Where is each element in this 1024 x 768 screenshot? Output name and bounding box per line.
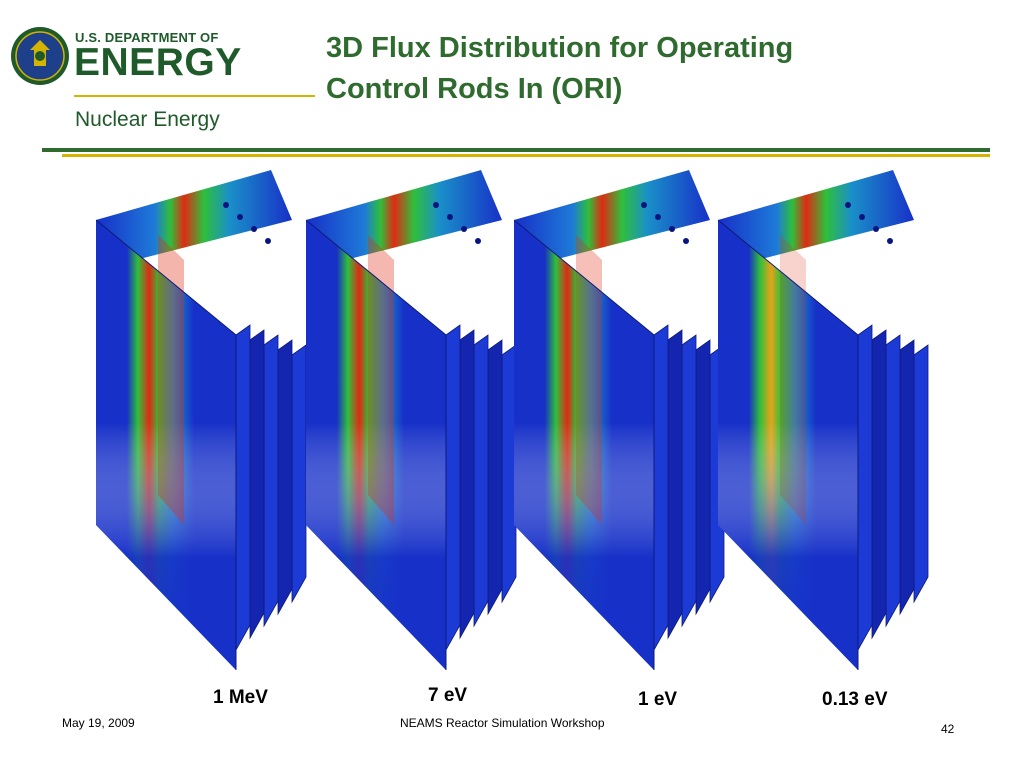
flux-block-svg xyxy=(514,170,725,670)
flux-top-face xyxy=(96,170,292,265)
control-rod-dot xyxy=(873,226,879,232)
flux-front-shade xyxy=(514,220,654,670)
energy-label-1ev: 1 eV xyxy=(638,689,678,710)
office-name: Nuclear Energy xyxy=(75,108,220,131)
flux-edge xyxy=(718,219,859,670)
flux-hot-band xyxy=(368,235,394,525)
flux-edge xyxy=(306,219,447,670)
flux-slab xyxy=(857,324,873,652)
flux-slab xyxy=(913,344,929,604)
control-rod-dot xyxy=(655,214,661,220)
flux-slab xyxy=(487,339,503,616)
header-rule-green xyxy=(42,148,990,152)
footer-event: NEAMS Reactor Simulation Workshop xyxy=(400,716,605,730)
flux-panel-1mev xyxy=(96,165,308,670)
flux-slab xyxy=(473,334,489,628)
flux-top-face xyxy=(514,170,710,265)
flux-top-face xyxy=(718,170,914,265)
control-rod-dot xyxy=(475,238,481,244)
slide-title-line-2: Control Rods In (ORI) xyxy=(326,73,623,105)
flux-front-shade xyxy=(306,220,446,670)
energy-label-1mev: 1 MeV xyxy=(213,687,268,708)
flux-panel-1ev xyxy=(514,165,726,670)
control-rod-dot xyxy=(683,238,689,244)
flux-hot-band xyxy=(780,235,806,525)
control-rod-dot xyxy=(447,214,453,220)
control-rod-dot xyxy=(845,202,851,208)
flux-slab xyxy=(681,334,697,628)
header-rule-yellow xyxy=(62,154,990,157)
flux-edge xyxy=(96,219,237,670)
energy-label-0-13ev: 0.13 eV xyxy=(822,689,888,710)
slide-title-line-1: 3D Flux Distribution for Operating xyxy=(326,32,794,64)
control-rod-dot xyxy=(461,226,467,232)
control-rod-dot xyxy=(859,214,865,220)
slide-title: 3D Flux Distribution for Operating Contr… xyxy=(326,28,976,110)
flux-slab xyxy=(667,329,683,640)
flux-slab xyxy=(249,329,265,640)
flux-slab xyxy=(899,339,915,616)
control-rod-dot xyxy=(433,202,439,208)
control-rod-dot xyxy=(887,238,893,244)
flux-hot-band xyxy=(576,235,602,525)
flux-slab xyxy=(291,344,307,604)
energy-label-7ev: 7 eV xyxy=(428,685,468,706)
flux-slab xyxy=(445,324,461,652)
page-number: 42 xyxy=(941,722,955,736)
control-rod-dot xyxy=(265,238,271,244)
flux-block-svg xyxy=(96,170,307,670)
logo-divider xyxy=(74,95,315,97)
flux-slab xyxy=(263,334,279,628)
flux-edge xyxy=(514,219,655,670)
control-rod-dot xyxy=(641,202,647,208)
flux-hot-band xyxy=(158,235,184,525)
flux-slab xyxy=(871,329,887,640)
flux-slab xyxy=(459,329,475,640)
flux-top-face xyxy=(306,170,502,265)
control-rod-dot xyxy=(223,202,229,208)
flux-slab xyxy=(653,324,669,652)
doe-seal-icon xyxy=(11,27,69,85)
flux-block-svg xyxy=(718,170,929,670)
agency-name-big: ENERGY xyxy=(74,41,242,84)
control-rod-dot xyxy=(237,214,243,220)
flux-front-shade xyxy=(96,220,236,670)
flux-front-shade xyxy=(718,220,858,670)
flux-slab xyxy=(235,324,251,652)
flux-slab xyxy=(695,339,711,616)
flux-block-svg xyxy=(306,170,517,670)
flux-panel-7ev xyxy=(306,165,518,670)
flux-panel-0-13ev xyxy=(718,165,930,670)
agency-name-small: U.S. DEPARTMENT OF xyxy=(75,30,219,45)
control-rod-dot xyxy=(251,226,257,232)
flux-slab xyxy=(885,334,901,628)
flux-slab xyxy=(277,339,293,616)
control-rod-dot xyxy=(669,226,675,232)
footer-date: May 19, 2009 xyxy=(62,716,135,730)
